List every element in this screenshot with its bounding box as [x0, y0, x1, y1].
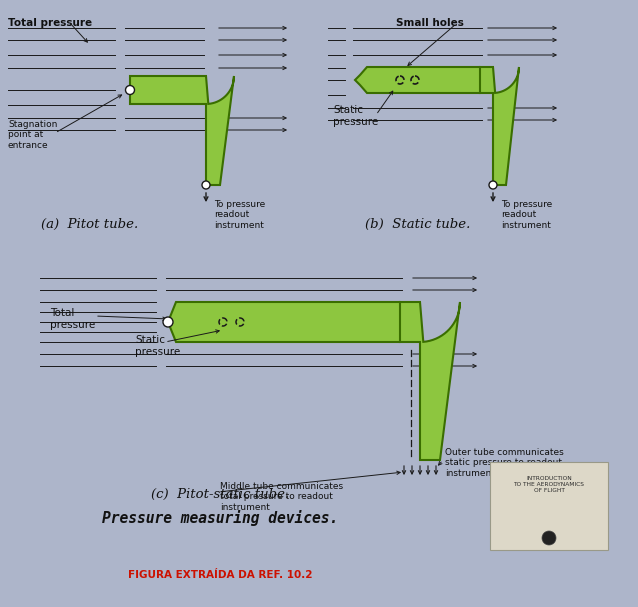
- Text: (a)  Pitot tube.: (a) Pitot tube.: [41, 218, 138, 231]
- Text: To pressure
readout
instrument: To pressure readout instrument: [501, 200, 553, 230]
- Text: Outer tube communicates
static pressure to readout
instrument: Outer tube communicates static pressure …: [445, 448, 564, 478]
- Bar: [490, 462, 608, 550]
- Circle shape: [489, 181, 497, 189]
- Circle shape: [163, 317, 173, 327]
- Text: (b)  Static tube.: (b) Static tube.: [366, 218, 471, 231]
- Text: Total
pressure: Total pressure: [50, 308, 95, 330]
- Text: FIGURA EXTRAÍDA DA REF. 10.2: FIGURA EXTRAÍDA DA REF. 10.2: [128, 570, 312, 580]
- Polygon shape: [355, 67, 482, 93]
- Text: Total pressure: Total pressure: [8, 18, 92, 28]
- Circle shape: [542, 531, 556, 545]
- Text: INTRODUCTION
TO THE AERODYNAMICS
OF FLIGHT: INTRODUCTION TO THE AERODYNAMICS OF FLIG…: [514, 476, 584, 493]
- Circle shape: [202, 181, 210, 189]
- Text: To pressure
readout
instrument: To pressure readout instrument: [214, 200, 265, 230]
- Text: Small holes: Small holes: [396, 18, 464, 28]
- Text: (c)  Pitot-static tube.: (c) Pitot-static tube.: [151, 488, 289, 501]
- Text: Static
pressure: Static pressure: [135, 335, 181, 356]
- Polygon shape: [130, 76, 234, 185]
- Text: Static
pressure: Static pressure: [333, 105, 378, 127]
- Text: Pressure measuring devices.: Pressure measuring devices.: [102, 510, 338, 526]
- Text: Middle tube communicates
total pressure to readout
instrument: Middle tube communicates total pressure …: [220, 482, 343, 512]
- Polygon shape: [400, 302, 460, 460]
- Text: Stagnation
point at
entrance: Stagnation point at entrance: [8, 120, 57, 150]
- Polygon shape: [168, 302, 402, 342]
- Polygon shape: [480, 67, 519, 185]
- Circle shape: [126, 86, 135, 95]
